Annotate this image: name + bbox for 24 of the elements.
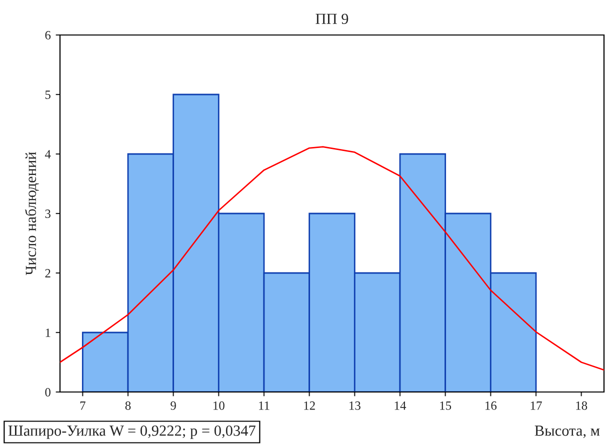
x-tick-label: 17 [530,401,542,410]
x-tick-label: 8 [125,401,131,410]
y-tick-label: 4 [44,150,51,158]
x-tick-label: 9 [170,401,176,410]
chart-title: ПП 9 [316,14,348,24]
x-tick-label: 14 [394,401,406,410]
x-tick-label: 13 [350,401,360,410]
y-tick-label: 2 [45,269,50,278]
x-tick-label: 18 [576,401,588,410]
text: Шапиро-Уилка W = 0,9222; p = 0,0347 [8,426,256,439]
x-tick-label: 7 [80,402,86,410]
x-tick-label: 15 [440,401,452,410]
x-axis-title: Высота, м [534,426,600,438]
y-tick-label: 3 [45,210,50,218]
y-axis-title: Число наблюдений [24,152,39,276]
line-series [60,146,604,371]
x-tick-label: 16 [486,401,497,410]
y-tick-label: 1 [46,328,50,337]
x-tick-label: 12 [304,401,315,410]
y-tick-label: 0 [45,388,50,396]
y-tick-label: 5 [45,90,50,99]
y-tick-label: 6 [45,31,51,40]
x-tick-label: 10 [214,401,224,410]
x-tick-label: 11 [259,401,270,410]
